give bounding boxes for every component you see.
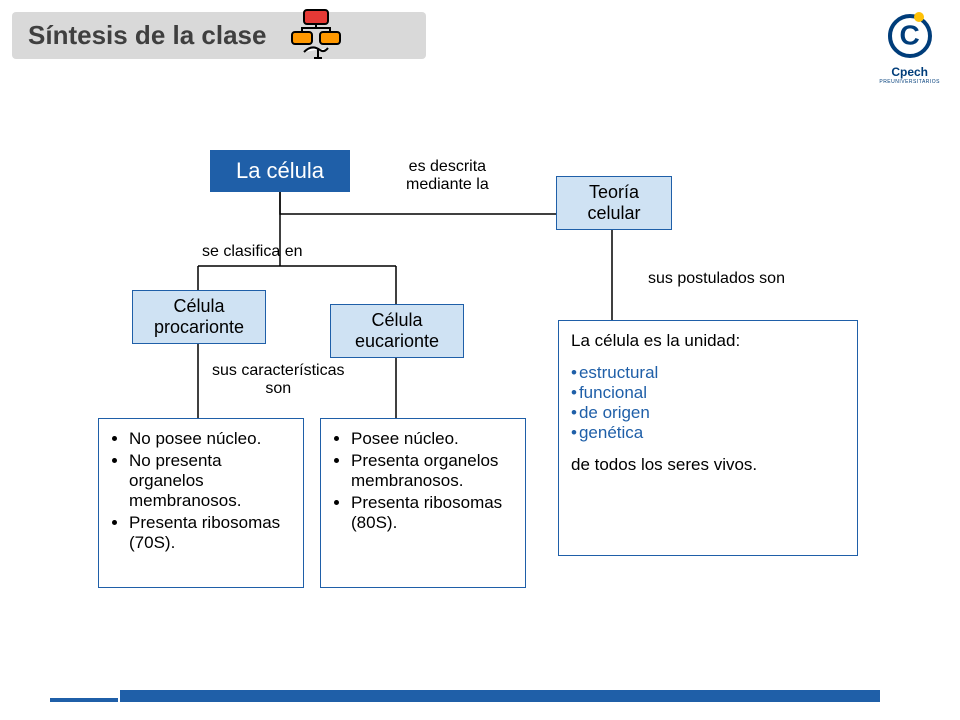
node-root: La célula	[210, 150, 350, 192]
theory-bullet: genética	[571, 423, 845, 443]
node-theory-l2: celular	[587, 203, 640, 224]
node-prokaryote: Célula procarionte	[132, 290, 266, 344]
list-item: Presenta ribosomas (80S).	[351, 493, 513, 533]
theory-bullet: de origen	[571, 403, 845, 423]
label-described-by: es descrita mediante la	[406, 158, 489, 194]
label-postulates: sus postulados son	[648, 270, 785, 288]
theory-intro: La célula es la unidad:	[571, 331, 845, 351]
label-characteristics: sus características son	[212, 362, 344, 398]
node-prok-l2: procarionte	[154, 317, 244, 338]
label-classified-as: se clasifica en	[202, 243, 303, 261]
theory-bullet: funcional	[571, 383, 845, 403]
node-theory: Teoría celular	[556, 176, 672, 230]
detail-prokaryote-list: No posee núcleo.No presenta organelos me…	[111, 429, 291, 553]
list-item: Presenta ribosomas (70S).	[129, 513, 291, 553]
node-eukaryote: Célula eucarionte	[330, 304, 464, 358]
label-char-l1: sus características	[212, 362, 344, 380]
label-described-l1: es descrita	[406, 158, 489, 176]
theory-bullets: estructuralfuncionalde origengenética	[571, 363, 845, 443]
list-item: No presenta organelos membranosos.	[129, 451, 291, 511]
node-euk-l1: Célula	[371, 310, 422, 331]
detail-prokaryote: No posee núcleo.No presenta organelos me…	[98, 418, 304, 588]
theory-bullet: estructural	[571, 363, 845, 383]
node-root-label: La célula	[236, 158, 324, 184]
footer-bar	[120, 690, 880, 702]
detail-eukaryote-list: Posee núcleo.Presenta organelos membrano…	[333, 429, 513, 533]
detail-eukaryote: Posee núcleo.Presenta organelos membrano…	[320, 418, 526, 588]
theory-outro: de todos los seres vivos.	[571, 455, 845, 475]
label-described-l2: mediante la	[406, 176, 489, 194]
list-item: No posee núcleo.	[129, 429, 291, 449]
list-item: Posee núcleo.	[351, 429, 513, 449]
node-euk-l2: eucarionte	[355, 331, 439, 352]
node-theory-l1: Teoría	[589, 182, 639, 203]
detail-theory: La célula es la unidad: estructuralfunci…	[558, 320, 858, 556]
list-item: Presenta organelos membranosos.	[351, 451, 513, 491]
label-char-l2: son	[212, 380, 344, 398]
node-prok-l1: Célula	[173, 296, 224, 317]
